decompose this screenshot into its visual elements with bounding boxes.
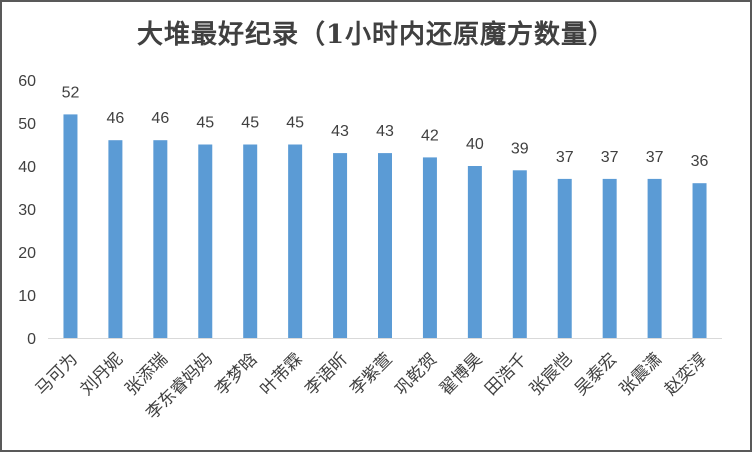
y-tick-label: 30: [18, 202, 36, 219]
data-label: 46: [151, 110, 169, 127]
x-tick-label: 马可为: [32, 349, 82, 399]
x-tick-label: 翟博昊: [436, 349, 486, 399]
x-tick-label: 李语昕: [301, 349, 351, 399]
bar: [333, 153, 348, 338]
x-tick-label: 巩乾贺: [391, 349, 441, 399]
bar: [198, 144, 213, 338]
bar: [512, 170, 527, 338]
x-tick-label: 叶芾霖: [256, 349, 306, 399]
data-labels: 52 46 46 45 45 45 43 43 42 40 39 37 37 37 36: [62, 84, 709, 170]
bar: [467, 166, 482, 338]
bar: [422, 157, 437, 338]
data-label: 36: [691, 153, 709, 170]
y-tick-label: 40: [18, 159, 36, 176]
x-tick-label: 张震潇: [616, 349, 666, 399]
x-tick-label: 刘丹妮: [77, 349, 127, 399]
bar: [108, 140, 123, 338]
data-label: 52: [62, 84, 80, 101]
x-tick-label: 李紫萱: [346, 349, 396, 399]
data-label: 43: [376, 123, 394, 140]
bar: [378, 153, 392, 338]
y-tick-label: 20: [18, 245, 36, 262]
x-tick-label: 赵奕淳: [661, 349, 711, 399]
data-label: 37: [556, 149, 574, 166]
data-label: 45: [241, 115, 259, 132]
bar: [153, 140, 168, 338]
data-label: 43: [331, 123, 349, 140]
bar: [647, 178, 662, 338]
data-label: 46: [107, 110, 125, 127]
chart-title: 大堆最好纪录（1小时内还原魔方数量）: [136, 20, 616, 50]
y-axis: 0 10 20 30 40 50 60: [18, 73, 36, 348]
bar: [63, 114, 78, 339]
bars: [63, 114, 707, 339]
y-tick-label: 60: [18, 73, 36, 90]
data-label: 39: [511, 140, 529, 157]
x-axis: 马可为刘丹妮张添瑞李东睿妈妈李梦晗叶芾霖李语昕李紫萱巩乾贺翟博昊田浩千张宸恺吴泰…: [32, 338, 722, 424]
x-tick-label: 李梦晗: [212, 349, 262, 399]
data-label: 45: [286, 115, 304, 132]
x-tick-label: 田浩千: [481, 349, 531, 399]
data-label: 45: [196, 115, 214, 132]
y-tick-label: 50: [18, 116, 36, 133]
bar: [288, 144, 303, 338]
bar: [557, 178, 572, 338]
data-label: 42: [421, 127, 439, 144]
y-tick-label: 10: [18, 288, 36, 305]
x-tick-label: 吴泰宏: [571, 349, 621, 399]
bar: [602, 178, 617, 338]
data-label: 37: [646, 149, 664, 166]
data-label: 37: [601, 149, 619, 166]
x-tick-label: 张宸恺: [526, 349, 576, 399]
bar: [243, 144, 258, 338]
data-label: 40: [466, 136, 484, 153]
y-tick-label: 0: [27, 331, 36, 348]
bar: [692, 183, 707, 338]
